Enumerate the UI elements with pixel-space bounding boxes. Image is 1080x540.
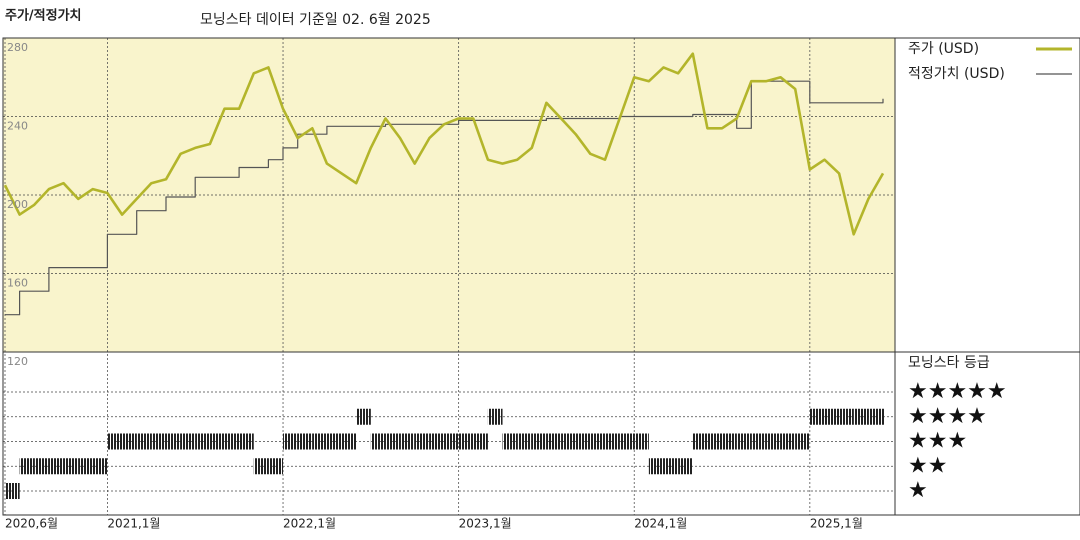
legend-label: 주가 (USD) <box>908 41 979 57</box>
rating-bar <box>839 408 854 425</box>
chart-subtitle: 모닝스타 데이터 기준일 02. 6월 2025 <box>200 12 431 28</box>
series-line <box>5 80 884 316</box>
rating-bar <box>663 458 679 475</box>
rating-bar <box>678 458 693 475</box>
rating-bar <box>92 458 108 475</box>
y-tick-label: 160 <box>7 277 28 290</box>
rating-bar <box>239 433 254 450</box>
rating-legend-stars: ★★★★ <box>908 404 987 429</box>
rating-bar <box>19 458 35 475</box>
rating-bar <box>765 433 781 450</box>
rating-legend-stars: ★★★★★ <box>908 379 1007 404</box>
chart-title: 주가/적정가치 <box>5 8 82 24</box>
rating-bar <box>517 433 532 450</box>
rating-bar <box>122 433 137 450</box>
rating-bar <box>444 433 459 450</box>
rating-bar <box>136 433 152 450</box>
rating-bar <box>78 458 93 475</box>
rating-bar <box>253 458 269 475</box>
rating-bar <box>356 408 371 425</box>
rating-bar <box>619 433 635 450</box>
rating-bar <box>341 433 357 450</box>
rating-bar <box>722 433 737 450</box>
rating-bar <box>707 433 723 450</box>
rating-bar <box>385 433 401 450</box>
y-tick-label: 240 <box>7 120 28 133</box>
rating-bar <box>604 433 620 450</box>
rating-bar <box>795 433 810 450</box>
rating-bar <box>414 433 430 450</box>
y-tick-label: 200 <box>7 198 28 211</box>
rating-bar <box>561 433 576 450</box>
rating-bar <box>590 433 605 450</box>
rating-bar <box>151 433 166 450</box>
rating-bar <box>429 433 444 450</box>
rating-bar <box>692 433 708 450</box>
rating-bar <box>473 433 488 450</box>
rating-bar <box>326 433 342 450</box>
x-tick-label: 2021,1월 <box>107 517 160 531</box>
rating-bar <box>63 458 79 475</box>
rating-bar <box>883 408 885 425</box>
rating-bar <box>107 433 123 450</box>
rating-bar <box>400 433 415 450</box>
rating-bar <box>224 433 240 450</box>
y-tick-label: 280 <box>7 41 28 54</box>
rating-legend-stars: ★ <box>908 478 928 503</box>
rating-bar <box>195 433 210 450</box>
rating-bar <box>5 483 20 499</box>
rating-bar <box>283 433 298 450</box>
rating-bar <box>546 433 562 450</box>
rating-bar <box>312 433 327 450</box>
rating-bar <box>502 433 518 450</box>
rating-bar <box>165 433 181 450</box>
rating-bar <box>751 433 766 450</box>
x-tick-label: 2024,1월 <box>634 517 687 531</box>
frame <box>2 37 1080 516</box>
rating-bar <box>458 433 474 450</box>
rating-bar <box>48 458 64 475</box>
rating-bar <box>531 433 547 450</box>
x-tick-label: 2020,6월 <box>5 517 58 531</box>
rating-bar <box>868 408 883 425</box>
x-tick-label: 2025,1월 <box>810 517 863 531</box>
rating-legend-stars: ★★★ <box>908 429 967 454</box>
rating-bar <box>487 408 503 425</box>
x-tick-label: 2023,1월 <box>459 517 512 531</box>
legend-label: 적정가치 (USD) <box>908 66 1005 82</box>
rating-legend-stars: ★★ <box>908 453 947 478</box>
rating-bar <box>209 433 225 450</box>
rating-bar <box>297 433 313 450</box>
rating-bar <box>780 433 796 450</box>
y-tick-label: 120 <box>7 355 28 368</box>
rating-bar <box>853 408 869 425</box>
rating-bar <box>648 458 664 475</box>
rating-bar <box>268 458 284 475</box>
rating-bar <box>180 433 196 450</box>
series-line <box>3 52 885 236</box>
x-tick-label: 2022,1월 <box>283 517 336 531</box>
rating-bar <box>370 433 386 450</box>
rating-bar <box>809 408 825 425</box>
rating-bar <box>575 433 591 450</box>
rating-bar <box>736 433 752 450</box>
rating-bar <box>824 408 840 425</box>
rating-bar <box>634 433 649 450</box>
rating-bar <box>34 458 49 475</box>
rating-legend-title: 모닝스타 등급 <box>908 355 990 371</box>
